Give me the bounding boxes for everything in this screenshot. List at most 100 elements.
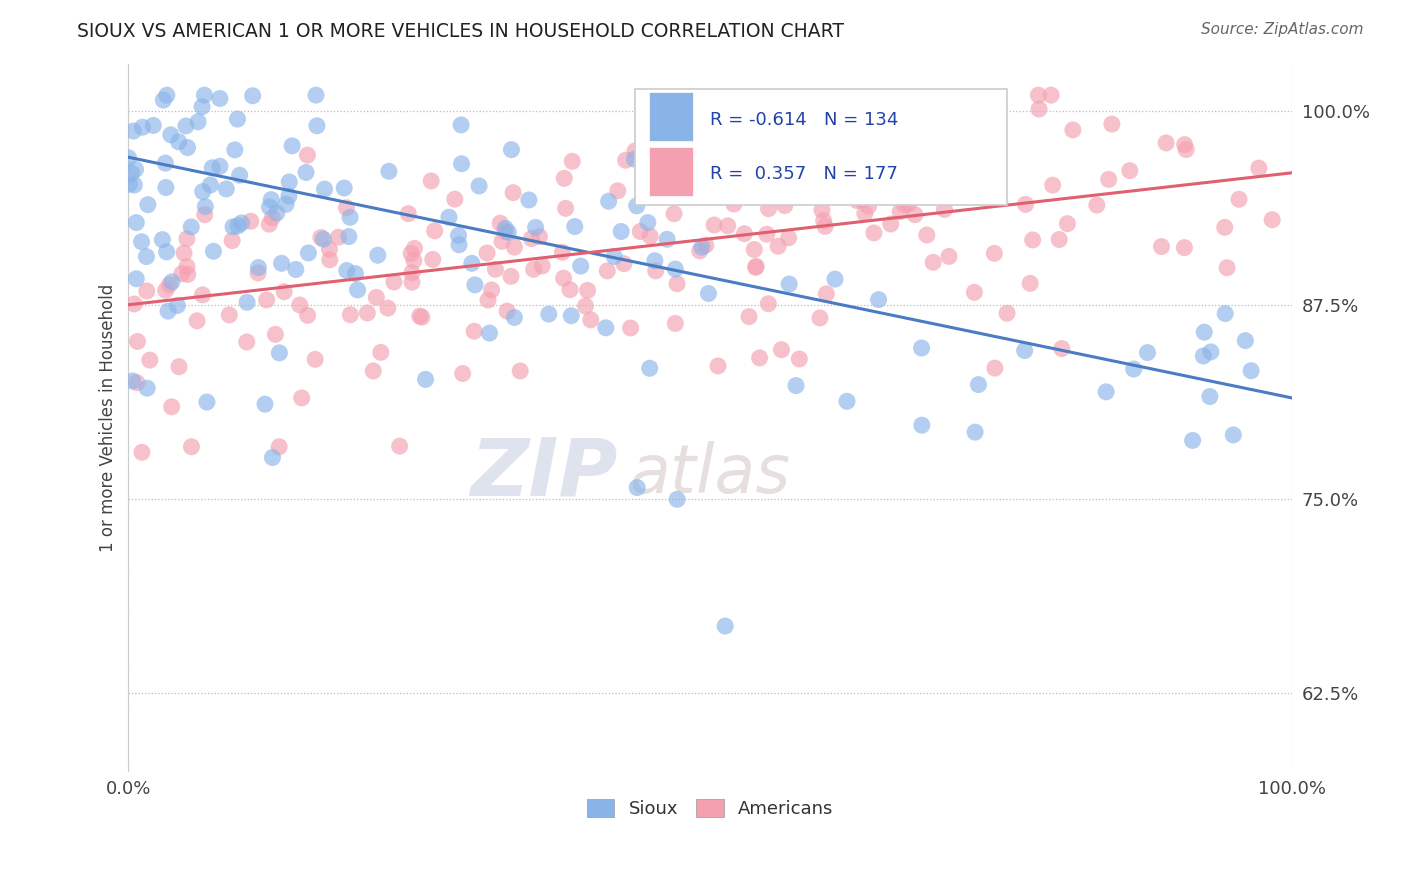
- Point: [477, 293, 499, 307]
- Point: [450, 157, 472, 171]
- Point: [259, 200, 281, 214]
- Point: [644, 253, 666, 268]
- Point: [1192, 325, 1215, 339]
- Point: [499, 269, 522, 284]
- Point: [167, 359, 190, 374]
- Point: [778, 231, 800, 245]
- Point: [422, 252, 444, 267]
- Point: [314, 182, 336, 196]
- Point: [382, 275, 405, 289]
- Point: [880, 217, 903, 231]
- Point: [1247, 161, 1270, 175]
- Point: [339, 308, 361, 322]
- Text: R = -0.614   N = 134: R = -0.614 N = 134: [710, 112, 898, 129]
- Point: [911, 169, 934, 184]
- Point: [626, 199, 648, 213]
- Point: [934, 202, 956, 217]
- Point: [291, 391, 314, 405]
- Point: [700, 189, 723, 203]
- Point: [693, 172, 716, 186]
- Point: [1213, 307, 1236, 321]
- Point: [938, 249, 960, 263]
- Point: [560, 309, 582, 323]
- Point: [644, 264, 666, 278]
- Point: [858, 199, 880, 213]
- Point: [910, 341, 932, 355]
- Point: [675, 156, 697, 170]
- Point: [242, 88, 264, 103]
- Point: [626, 481, 648, 495]
- Point: [337, 229, 360, 244]
- Point: [415, 372, 437, 386]
- Point: [1062, 123, 1084, 137]
- Point: [610, 225, 633, 239]
- Point: [142, 119, 165, 133]
- Point: [984, 361, 1007, 376]
- Point: [464, 277, 486, 292]
- Point: [835, 394, 858, 409]
- Point: [318, 242, 340, 256]
- Point: [1154, 136, 1177, 150]
- Point: [868, 293, 890, 307]
- Point: [191, 288, 214, 302]
- Point: [361, 364, 384, 378]
- Point: [193, 88, 215, 103]
- Point: [366, 290, 388, 304]
- Point: [191, 100, 214, 114]
- Point: [281, 138, 304, 153]
- Point: [150, 233, 173, 247]
- Point: [1150, 239, 1173, 253]
- Point: [1175, 143, 1198, 157]
- Point: [288, 298, 311, 312]
- Point: [824, 272, 846, 286]
- Point: [1028, 102, 1050, 116]
- Point: [367, 248, 389, 262]
- Point: [396, 207, 419, 221]
- Point: [714, 619, 737, 633]
- Point: [733, 227, 755, 241]
- Point: [845, 194, 868, 208]
- Point: [262, 450, 284, 465]
- Point: [253, 397, 276, 411]
- Point: [208, 91, 231, 105]
- Point: [666, 492, 689, 507]
- Point: [537, 307, 560, 321]
- Point: [494, 221, 516, 235]
- Point: [447, 237, 470, 252]
- Point: [121, 167, 143, 181]
- Point: [122, 297, 145, 311]
- Point: [124, 162, 146, 177]
- Point: [755, 227, 778, 242]
- Point: [491, 235, 513, 249]
- Point: [309, 230, 332, 244]
- Point: [156, 88, 179, 103]
- Point: [180, 440, 202, 454]
- Point: [328, 230, 350, 244]
- Point: [177, 268, 200, 282]
- Point: [785, 378, 807, 392]
- Point: [814, 219, 837, 234]
- Point: [117, 151, 139, 165]
- Point: [402, 253, 425, 268]
- Point: [262, 211, 284, 225]
- Point: [662, 207, 685, 221]
- Point: [401, 266, 423, 280]
- Point: [851, 193, 873, 207]
- Point: [863, 226, 886, 240]
- Point: [305, 88, 328, 103]
- Point: [160, 400, 183, 414]
- Point: [697, 286, 720, 301]
- Point: [174, 119, 197, 133]
- Point: [517, 193, 540, 207]
- Point: [1026, 88, 1049, 103]
- Point: [202, 244, 225, 259]
- Point: [295, 165, 318, 179]
- Point: [157, 304, 180, 318]
- Point: [813, 213, 835, 227]
- Point: [831, 184, 853, 198]
- Point: [904, 208, 927, 222]
- Point: [131, 445, 153, 459]
- Point: [1198, 390, 1220, 404]
- Point: [502, 186, 524, 200]
- Point: [553, 271, 575, 285]
